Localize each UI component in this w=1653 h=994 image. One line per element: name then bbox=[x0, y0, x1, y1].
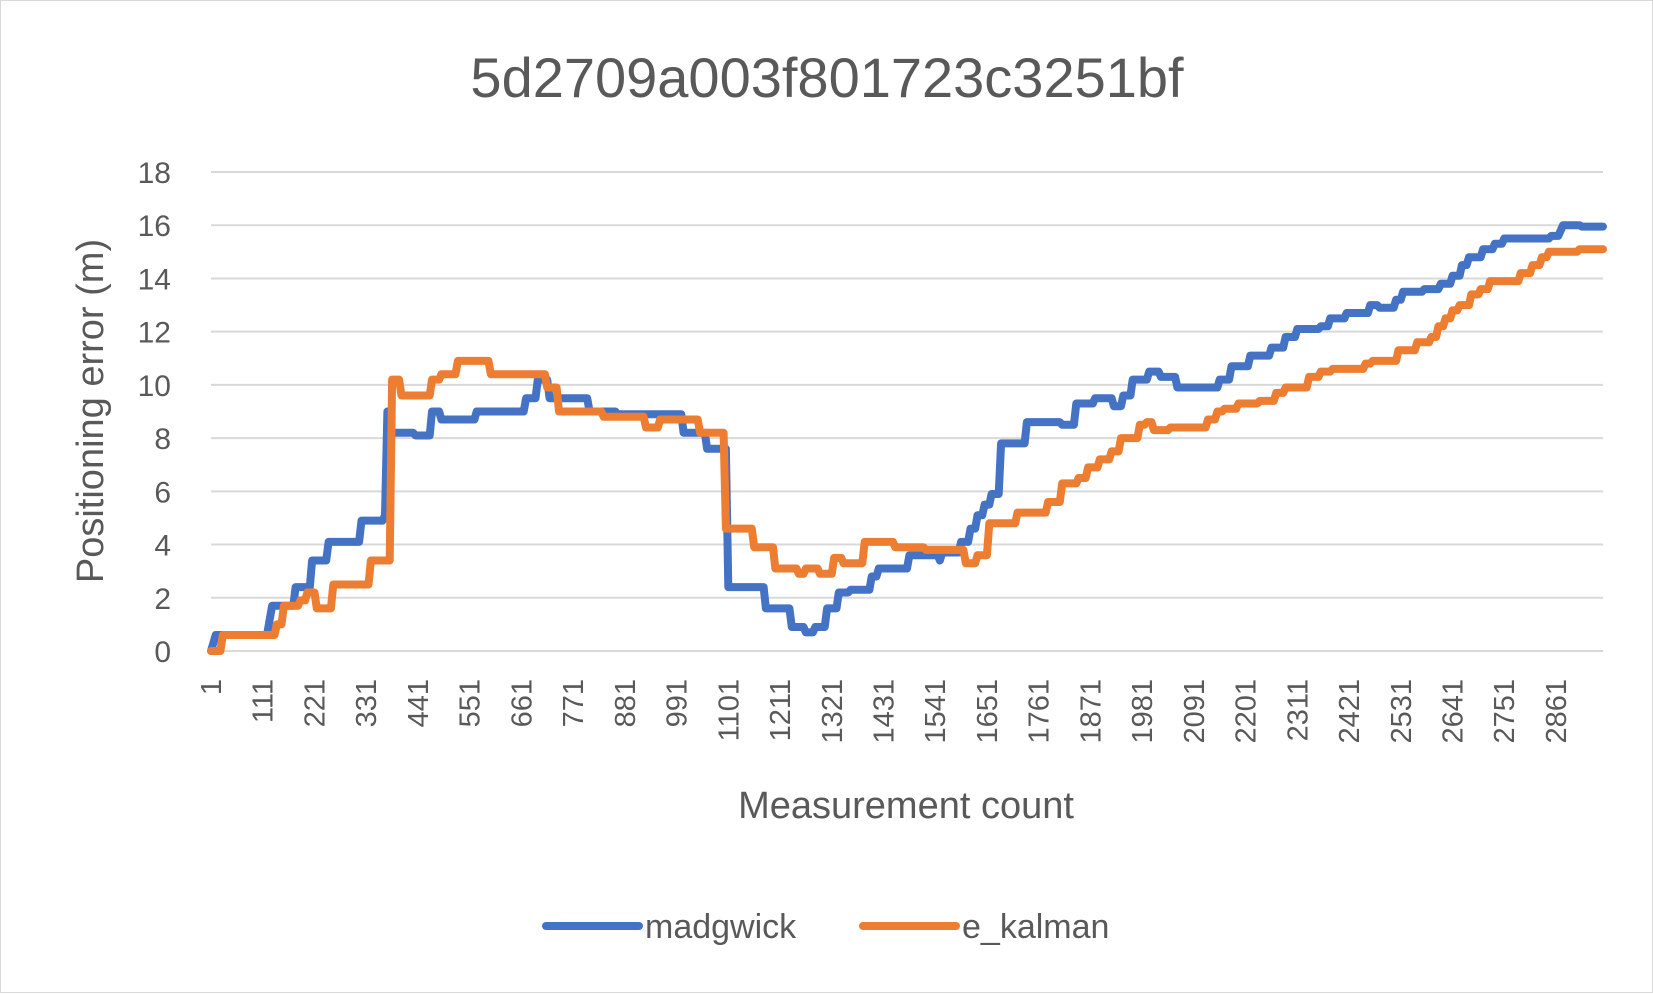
x-tick-label: 1 bbox=[196, 679, 228, 695]
x-tick-label: 881 bbox=[610, 679, 642, 727]
x-tick-label: 2641 bbox=[1438, 679, 1470, 744]
series-line-e-kalman bbox=[207, 245, 1607, 655]
series-lines bbox=[207, 221, 1607, 655]
x-tick-label: 441 bbox=[403, 679, 435, 727]
x-tick-label: 1431 bbox=[868, 679, 900, 744]
y-tick-label: 12 bbox=[138, 317, 171, 350]
x-tick-label: 2421 bbox=[1334, 679, 1366, 744]
x-tick-label: 661 bbox=[506, 679, 538, 727]
legend-label-madgwick: madgwick bbox=[645, 908, 797, 946]
y-axis-title: Positioning error (m) bbox=[70, 239, 112, 583]
x-tick-label: 2861 bbox=[1541, 679, 1573, 744]
x-tick-label: 1541 bbox=[920, 679, 952, 744]
y-tick-label: 10 bbox=[138, 370, 171, 403]
y-axis: 0 2 4 6 8 10 12 14 16 18 bbox=[138, 157, 171, 669]
x-tick-label: 551 bbox=[455, 679, 487, 727]
x-tick-label: 991 bbox=[662, 679, 694, 727]
y-tick-label: 18 bbox=[138, 157, 171, 190]
x-tick-label: 1211 bbox=[765, 679, 797, 741]
x-axis-tick-labels: 1 111 221 331 441 551 661 771 881 991 1101 1211 1321… bbox=[196, 679, 1573, 744]
x-tick-label: 2091 bbox=[1179, 679, 1211, 744]
y-tick-label: 8 bbox=[154, 423, 171, 456]
x-tick-label: 2201 bbox=[1231, 679, 1263, 744]
x-tick-label: 771 bbox=[558, 679, 590, 727]
x-tick-label: 1101 bbox=[713, 679, 745, 741]
y-tick-label: 14 bbox=[138, 263, 171, 296]
legend-label-e-kalman: e_kalman bbox=[962, 908, 1109, 946]
x-tick-label: 221 bbox=[299, 679, 331, 727]
x-tick-label: 2751 bbox=[1489, 679, 1521, 744]
y-tick-label: 6 bbox=[154, 476, 171, 509]
legend: madgwick e_kalman bbox=[542, 908, 1109, 946]
x-tick-label: 2311 bbox=[1282, 679, 1314, 741]
x-tick-label: 111 bbox=[248, 679, 280, 723]
x-tick-label: 1651 bbox=[972, 679, 1004, 744]
chart-title: 5d2709a003f801723c3251bf bbox=[470, 46, 1184, 109]
y-tick-label: 0 bbox=[154, 636, 171, 669]
x-tick-label: 1321 bbox=[817, 679, 849, 744]
x-tick-label: 1981 bbox=[1127, 679, 1159, 744]
x-axis-title: Measurement count bbox=[738, 785, 1074, 827]
x-tick-label: 2531 bbox=[1386, 679, 1418, 744]
x-tick-label: 331 bbox=[351, 679, 383, 727]
y-tick-label: 16 bbox=[138, 210, 171, 243]
x-tick-label: 1871 bbox=[1075, 679, 1107, 744]
y-tick-label: 2 bbox=[154, 583, 171, 616]
x-tick-label: 1761 bbox=[1024, 679, 1056, 744]
gridlines bbox=[211, 171, 1603, 599]
series-line-madgwick bbox=[207, 221, 1607, 655]
y-tick-label: 4 bbox=[154, 530, 171, 563]
